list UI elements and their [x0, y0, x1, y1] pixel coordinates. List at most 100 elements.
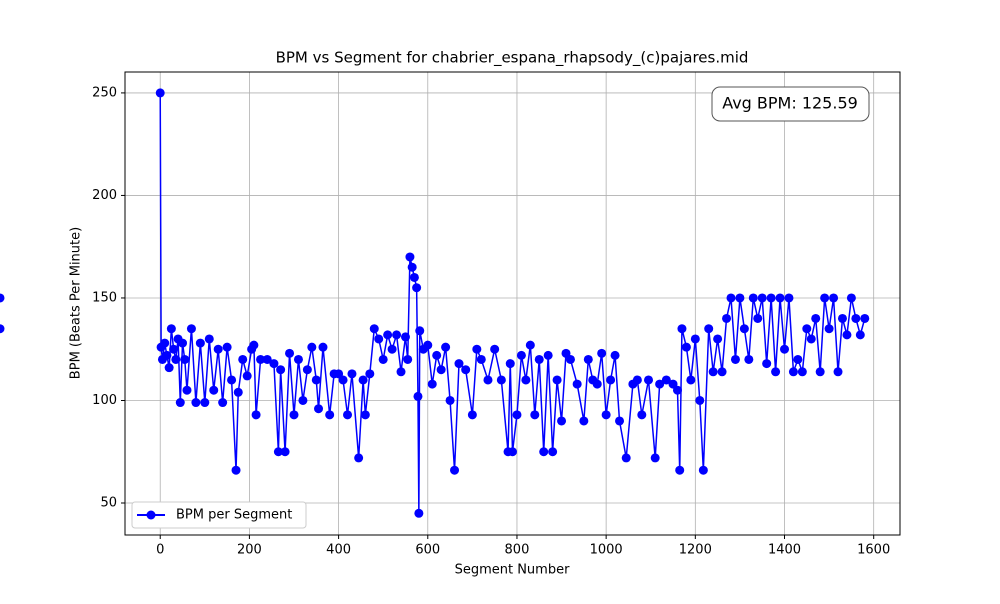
data-point	[695, 395, 705, 405]
data-point	[681, 342, 691, 352]
data-point	[505, 359, 515, 369]
data-point	[186, 324, 196, 334]
data-point	[811, 313, 821, 323]
data-point	[409, 272, 419, 282]
y-tick-label: 100	[92, 393, 117, 408]
data-point	[256, 354, 266, 364]
data-point	[325, 410, 335, 420]
data-point	[227, 375, 237, 385]
data-point	[735, 293, 745, 303]
data-point	[739, 324, 749, 334]
data-point	[412, 283, 422, 293]
data-point	[191, 398, 201, 408]
data-point	[672, 385, 682, 395]
data-point	[0, 324, 5, 334]
data-point	[757, 293, 767, 303]
data-point	[450, 465, 460, 475]
data-point	[775, 293, 785, 303]
y-tick-label: 250	[92, 85, 117, 100]
data-point	[354, 453, 364, 463]
legend-label: BPM per Segment	[176, 508, 292, 523]
data-point	[180, 354, 190, 364]
data-point	[213, 344, 223, 354]
chart-title: BPM vs Segment for chabrier_espana_rhaps…	[276, 49, 749, 68]
data-point	[403, 354, 413, 364]
legend-box	[131, 501, 307, 529]
data-point	[762, 359, 772, 369]
data-point	[766, 293, 776, 303]
data-point	[445, 395, 455, 405]
data-point	[846, 293, 856, 303]
x-tick-label: 1600	[857, 543, 890, 558]
data-point	[534, 354, 544, 364]
data-point	[467, 410, 477, 420]
data-point	[855, 330, 865, 340]
data-point	[369, 324, 379, 334]
x-tick-label: 0	[156, 543, 164, 558]
data-point	[476, 354, 486, 364]
axes-frame	[124, 71, 901, 536]
data-point	[249, 340, 259, 350]
data-point	[178, 338, 188, 348]
data-point	[400, 332, 410, 342]
data-point	[512, 410, 522, 420]
data-point	[311, 375, 321, 385]
data-point	[0, 293, 5, 303]
data-point	[222, 342, 232, 352]
data-point	[557, 416, 567, 426]
data-point	[483, 375, 493, 385]
data-point	[708, 367, 718, 377]
data-point	[314, 404, 324, 414]
data-point	[644, 375, 654, 385]
data-point	[273, 447, 283, 457]
data-point	[726, 293, 736, 303]
data-point	[508, 447, 517, 457]
data-point	[722, 313, 732, 323]
data-point	[360, 410, 370, 420]
data-point	[833, 367, 843, 377]
data-point	[655, 379, 665, 389]
data-point	[686, 375, 696, 385]
y-tick-label: 150	[92, 290, 117, 305]
data-point	[387, 344, 397, 354]
data-point	[302, 365, 312, 375]
data-point	[851, 313, 861, 323]
data-point	[690, 334, 700, 344]
data-point	[251, 410, 261, 420]
data-point	[677, 324, 687, 334]
data-point	[164, 363, 174, 373]
data-point	[289, 410, 299, 420]
data-point	[516, 350, 526, 360]
data-point	[842, 330, 852, 340]
data-point	[820, 293, 830, 303]
data-point	[548, 447, 558, 457]
data-point	[572, 379, 582, 389]
data-point	[427, 379, 437, 389]
data-point	[358, 375, 368, 385]
data-point	[824, 324, 834, 334]
y-tick-label: 50	[100, 496, 117, 511]
data-point	[155, 88, 165, 98]
data-point	[415, 326, 425, 336]
data-point	[780, 344, 790, 354]
data-point	[543, 350, 553, 360]
data-point	[436, 365, 446, 375]
data-point	[496, 375, 506, 385]
data-point	[539, 447, 549, 457]
data-point	[218, 398, 228, 408]
data-point	[441, 342, 451, 352]
data-point	[461, 365, 471, 375]
data-point	[797, 367, 807, 377]
x-tick-label: 200	[237, 543, 262, 558]
data-point	[392, 330, 402, 340]
data-point	[396, 367, 406, 377]
data-point	[280, 447, 290, 457]
data-point	[661, 375, 671, 385]
data-point	[806, 334, 816, 344]
data-point	[166, 324, 176, 334]
data-point	[454, 359, 464, 369]
x-axis-label: Segment Number	[455, 563, 571, 578]
data-point	[238, 354, 248, 364]
data-point	[837, 313, 847, 323]
